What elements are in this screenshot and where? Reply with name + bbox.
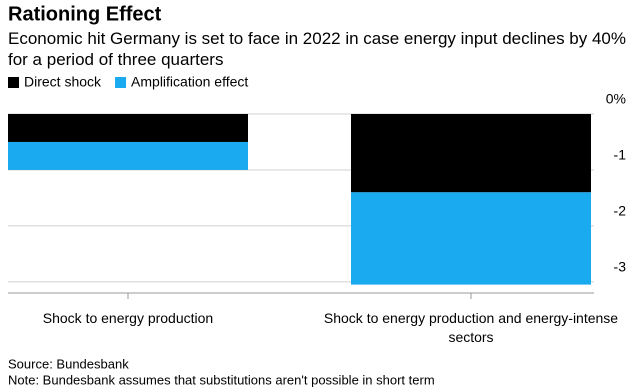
y-tick-label: -1 [614, 147, 627, 163]
y-tick-label: -2 [614, 203, 627, 219]
bar [8, 141, 248, 170]
x-tick-label: Shock to energy production and energy-in… [323, 310, 619, 345]
bar [351, 192, 591, 285]
legend-label: Direct shock [24, 74, 102, 90]
chart-title: Rationing Effect [8, 3, 162, 25]
chart-subtitle: Economic hit Germany is set to face in 2… [8, 29, 627, 69]
y-tick-label: -3 [614, 259, 627, 275]
bar [8, 114, 248, 142]
y-tick-label: 0% [606, 91, 626, 107]
x-tick-label: Shock to energy production [42, 310, 214, 326]
legend-swatch [8, 77, 19, 88]
bar [351, 114, 591, 193]
legend-swatch [115, 77, 127, 88]
legend-label: Amplification effect [131, 74, 248, 90]
note: Note: Bundesbank assumes that substituti… [8, 372, 435, 387]
source: Source: Bundesbank [8, 356, 129, 371]
